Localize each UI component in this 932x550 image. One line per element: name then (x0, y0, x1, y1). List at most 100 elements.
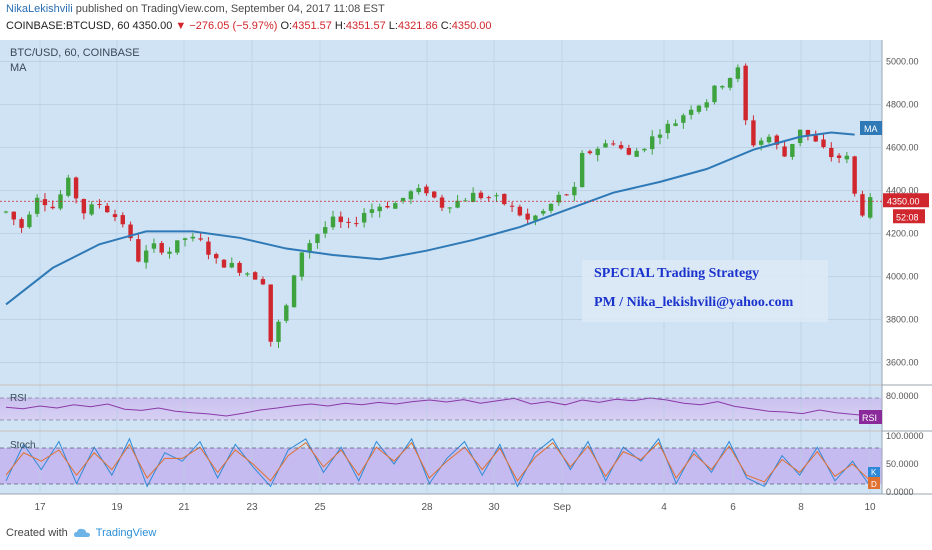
candle-body (813, 135, 818, 142)
last-price: 4350.00 (132, 20, 173, 32)
candle-body (836, 155, 842, 158)
candle-body (276, 321, 281, 342)
candle-body (120, 215, 125, 225)
stoch-k-line (5, 437, 871, 488)
candle-body (237, 262, 242, 273)
publish-line: NikaLekishvili published on TradingView.… (6, 3, 385, 15)
x-tick-label: 4 (661, 502, 667, 513)
candle-body (626, 148, 632, 155)
candle-body (696, 105, 702, 112)
x-tick-label: 8 (798, 502, 804, 513)
candle-body (354, 223, 359, 225)
rsi-badge (859, 410, 882, 424)
chart-area[interactable]: 3600.00 3800.00 4000.00 4200.00 4400.00 4600.… (0, 38, 932, 520)
stoch-tick-label: 50.0000 (886, 459, 919, 469)
y-tick-label: 3600.00 (886, 358, 919, 368)
y-tick-label: 4400.00 (886, 186, 919, 196)
candle-body (447, 207, 452, 209)
candle-body (112, 214, 118, 218)
candle-body (385, 205, 390, 208)
candle-body (541, 211, 546, 214)
candle-body (844, 155, 850, 160)
y-tick-label: 4600.00 (886, 143, 919, 153)
candle-body (657, 134, 663, 138)
candle-body (494, 195, 499, 197)
candle-body (19, 219, 24, 228)
candle-body (143, 250, 149, 263)
tradingview-cloud-icon (73, 528, 90, 537)
candle-body (502, 193, 507, 205)
y-tick-label: 4000.00 (886, 272, 919, 282)
candle-body (572, 186, 577, 196)
candle-body (774, 135, 779, 145)
annotation-line2: PM / Nika_lekishvili@yahoo.com (594, 295, 794, 310)
candle-body (821, 139, 826, 148)
candle-body (361, 212, 367, 223)
stoch-d-line (5, 441, 871, 483)
ohlc-line: COINBASE:BTCUSD, 60 4350.00 ▼ −276.05 (−… (6, 20, 492, 32)
x-tick-label: 6 (730, 502, 736, 513)
candle-body (712, 85, 717, 103)
stoch-d-badge-label: D (871, 480, 877, 489)
x-tick-label: 28 (421, 502, 433, 513)
rsi-line (5, 397, 871, 417)
candle-body (245, 273, 250, 275)
candle-body (416, 188, 421, 193)
timer-badge-label: 52:08 (896, 212, 919, 222)
candle-body (175, 240, 180, 253)
price-scale[interactable] (882, 40, 932, 494)
low-value: 4321.86 (397, 20, 438, 32)
candle-body (167, 251, 172, 254)
candle-body (564, 194, 569, 196)
candle-body (618, 145, 624, 149)
stoch-d-badge (868, 477, 880, 489)
annotation-line1: SPECIAL Trading Strategy (594, 266, 759, 281)
candle-body (408, 191, 414, 200)
candle-body (136, 239, 141, 262)
symbol-label: COINBASE:BTCUSD, 60 (6, 20, 130, 32)
candle-body (221, 259, 227, 268)
candle-body (400, 197, 406, 202)
candle-body (470, 192, 476, 203)
main-pane[interactable] (0, 40, 882, 384)
candle-body (369, 209, 375, 213)
high-label: H: (334, 20, 346, 32)
y-tick-label: 4200.00 (886, 229, 919, 239)
candle-body (323, 227, 328, 234)
annotation-box[interactable] (582, 260, 828, 322)
candle-body (299, 252, 305, 277)
candle-body (478, 192, 484, 199)
candle-body (650, 136, 655, 150)
candle-body (73, 177, 79, 199)
ma-badge-label: MA (864, 124, 878, 134)
y-tick-label: 3800.00 (886, 315, 919, 325)
candle-body (182, 238, 188, 240)
legend-rsi: RSI (10, 393, 27, 404)
x-tick-label: 10 (864, 502, 876, 513)
author-link[interactable]: NikaLekishvili (6, 3, 73, 15)
candle-body (27, 214, 32, 228)
candle-body (260, 279, 266, 285)
candle-body (805, 129, 811, 136)
ma-badge (860, 121, 882, 135)
candle-body (89, 204, 94, 215)
x-tick-label: 25 (314, 502, 326, 513)
candle-body (346, 221, 351, 223)
candle-body (727, 78, 733, 88)
candle-body (611, 143, 616, 145)
x-tick-label: 19 (111, 502, 123, 513)
footer-created: Created with (6, 527, 68, 539)
rsi-band (0, 398, 882, 420)
rsi-tick-label: 80.0000 (886, 391, 919, 401)
stoch-k-badge-label: K (871, 468, 877, 477)
footer-brand[interactable]: TradingView (95, 527, 157, 539)
candle-body (291, 275, 297, 308)
candle-body (159, 243, 164, 253)
candle-body (790, 143, 795, 157)
high-value: 4351.57 (345, 20, 386, 32)
candle-body (338, 216, 343, 223)
candle-body (868, 197, 873, 218)
change-value: −276.05 (−5.97%) (189, 20, 278, 32)
last-price-badge (883, 193, 929, 208)
candle-body (424, 186, 429, 194)
